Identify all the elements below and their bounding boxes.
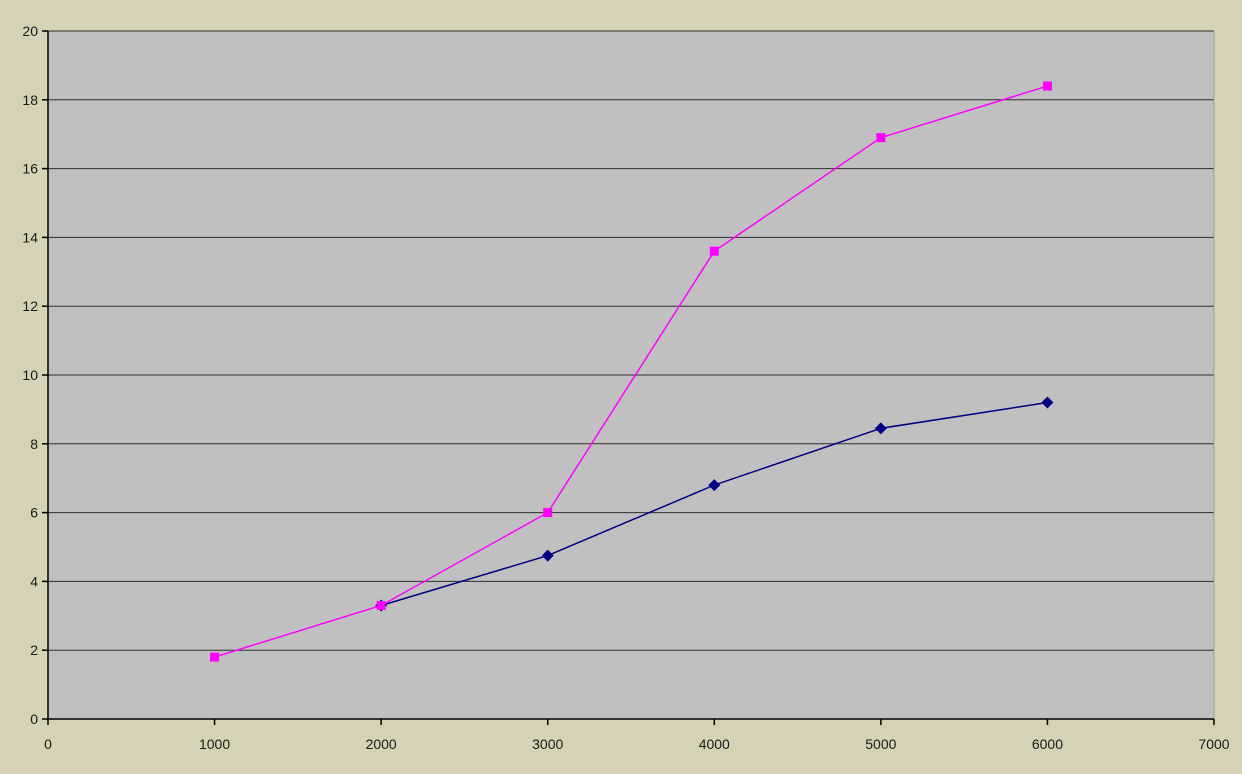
magenta-square-series-marker-3 (709, 246, 719, 256)
magenta-square-series-marker-1 (376, 600, 386, 610)
y-tick-label-10: 10 (22, 367, 38, 383)
magenta-square-series-marker-4 (876, 133, 886, 143)
navy-diamond-series-marker-3 (874, 422, 887, 435)
x-tick-label-7000: 7000 (1198, 736, 1229, 752)
x-tick-label-6000: 6000 (1032, 736, 1063, 752)
y-tick-label-4: 4 (30, 573, 38, 589)
y-tick-label-8: 8 (30, 436, 38, 452)
magenta-square-series-marker-0 (210, 652, 220, 662)
x-tick-label-5000: 5000 (865, 736, 896, 752)
y-tick-label-14: 14 (22, 229, 38, 245)
x-tick-label-1000: 1000 (199, 736, 230, 752)
x-tick-label-2000: 2000 (366, 736, 397, 752)
magenta-square-series-line (214, 85, 1048, 658)
y-tick-label-16: 16 (22, 161, 38, 177)
y-tick-label-0: 0 (30, 711, 38, 727)
magenta-square-series-marker-2 (543, 508, 553, 518)
y-tick-label-18: 18 (22, 92, 38, 108)
navy-diamond-series-marker-1 (541, 549, 554, 562)
navy-diamond-series-marker-2 (708, 479, 721, 492)
navy-diamond-series-marker-4 (1041, 396, 1054, 409)
y-tick-label-2: 2 (30, 642, 38, 658)
x-tick-label-3000: 3000 (532, 736, 563, 752)
magenta-square-series-marker-5 (1042, 81, 1052, 91)
y-tick-label-20: 20 (22, 23, 38, 39)
y-tick-label-6: 6 (30, 505, 38, 521)
x-tick-label-4000: 4000 (699, 736, 730, 752)
x-tick-label-0: 0 (44, 736, 52, 752)
y-tick-label-12: 12 (22, 298, 38, 314)
